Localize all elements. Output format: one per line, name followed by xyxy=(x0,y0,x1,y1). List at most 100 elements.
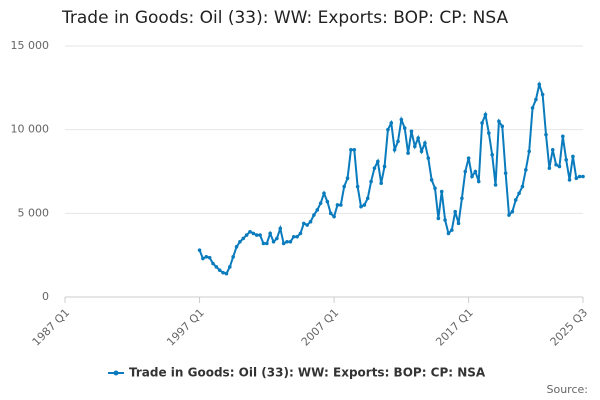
point xyxy=(517,191,521,196)
point xyxy=(500,124,505,129)
point xyxy=(201,256,205,261)
point xyxy=(285,239,289,244)
point xyxy=(322,191,326,196)
point xyxy=(473,169,478,174)
point xyxy=(524,168,528,172)
y-tick-label: 5 000 xyxy=(18,206,50,219)
point xyxy=(513,198,518,202)
point xyxy=(540,92,545,97)
point xyxy=(231,255,235,259)
point xyxy=(281,241,286,246)
point xyxy=(268,231,272,236)
point xyxy=(261,241,266,246)
point xyxy=(470,174,474,179)
point xyxy=(497,119,501,124)
point xyxy=(396,139,400,144)
point xyxy=(217,268,222,273)
point xyxy=(389,121,394,125)
y-tick-label: 15 000 xyxy=(11,39,50,52)
point xyxy=(254,233,259,237)
point xyxy=(382,164,387,169)
point xyxy=(291,234,296,239)
point xyxy=(275,236,279,241)
point xyxy=(362,203,367,207)
point xyxy=(248,229,252,234)
point xyxy=(325,199,330,204)
point xyxy=(460,196,464,201)
point xyxy=(510,209,515,214)
point xyxy=(244,233,249,237)
point xyxy=(386,127,390,132)
point xyxy=(571,154,575,159)
point xyxy=(436,216,441,221)
point xyxy=(426,156,431,160)
y-tick-label: 10 000 xyxy=(11,123,50,136)
point xyxy=(554,163,558,167)
point xyxy=(271,239,276,244)
point xyxy=(328,211,333,216)
point xyxy=(399,117,404,122)
point xyxy=(315,208,320,212)
point xyxy=(379,181,383,186)
point xyxy=(251,231,256,236)
point xyxy=(581,174,585,179)
point xyxy=(376,159,380,164)
point xyxy=(557,164,562,169)
point xyxy=(530,106,535,110)
point xyxy=(345,176,350,180)
point xyxy=(369,179,373,184)
point xyxy=(507,213,511,217)
x-tick-label: 1997 Q1 xyxy=(164,306,207,349)
point xyxy=(574,176,579,180)
point xyxy=(466,156,471,160)
point xyxy=(409,129,414,134)
point xyxy=(416,136,420,140)
point xyxy=(295,234,299,239)
point xyxy=(302,221,306,226)
point xyxy=(258,233,262,237)
point xyxy=(224,271,229,276)
point xyxy=(544,132,548,137)
point xyxy=(476,179,481,184)
point xyxy=(406,151,410,155)
point xyxy=(456,221,461,226)
source: Source: xyxy=(547,383,589,396)
point xyxy=(392,147,397,152)
x-tick-label: 2025 Q3 xyxy=(548,306,591,349)
x-tick-label: 2017 Q1 xyxy=(433,306,476,349)
point xyxy=(450,228,454,232)
point xyxy=(480,121,484,125)
point xyxy=(487,131,491,135)
point xyxy=(207,255,212,260)
point xyxy=(339,203,343,207)
point xyxy=(234,245,239,249)
line xyxy=(198,80,583,275)
point xyxy=(197,248,202,252)
point xyxy=(265,241,269,246)
point xyxy=(547,166,552,170)
point xyxy=(520,184,525,189)
point xyxy=(238,239,242,244)
point xyxy=(359,204,363,209)
point xyxy=(278,226,283,231)
point xyxy=(372,166,377,170)
point xyxy=(355,184,360,189)
point xyxy=(214,265,219,269)
point xyxy=(561,134,565,139)
chart-title: Trade in Goods: Oil (33): WW: Exports: B… xyxy=(61,8,508,28)
point xyxy=(446,231,451,236)
point xyxy=(298,231,303,236)
point xyxy=(365,196,370,201)
point xyxy=(241,236,246,241)
point xyxy=(312,213,316,217)
point xyxy=(221,270,225,275)
x-tick-label: 1987 Q1 xyxy=(30,306,73,349)
point xyxy=(429,178,434,182)
point xyxy=(211,261,215,266)
legend-marker xyxy=(113,370,119,376)
point xyxy=(443,218,447,222)
point xyxy=(308,219,313,224)
point xyxy=(534,97,538,102)
point xyxy=(537,82,542,87)
